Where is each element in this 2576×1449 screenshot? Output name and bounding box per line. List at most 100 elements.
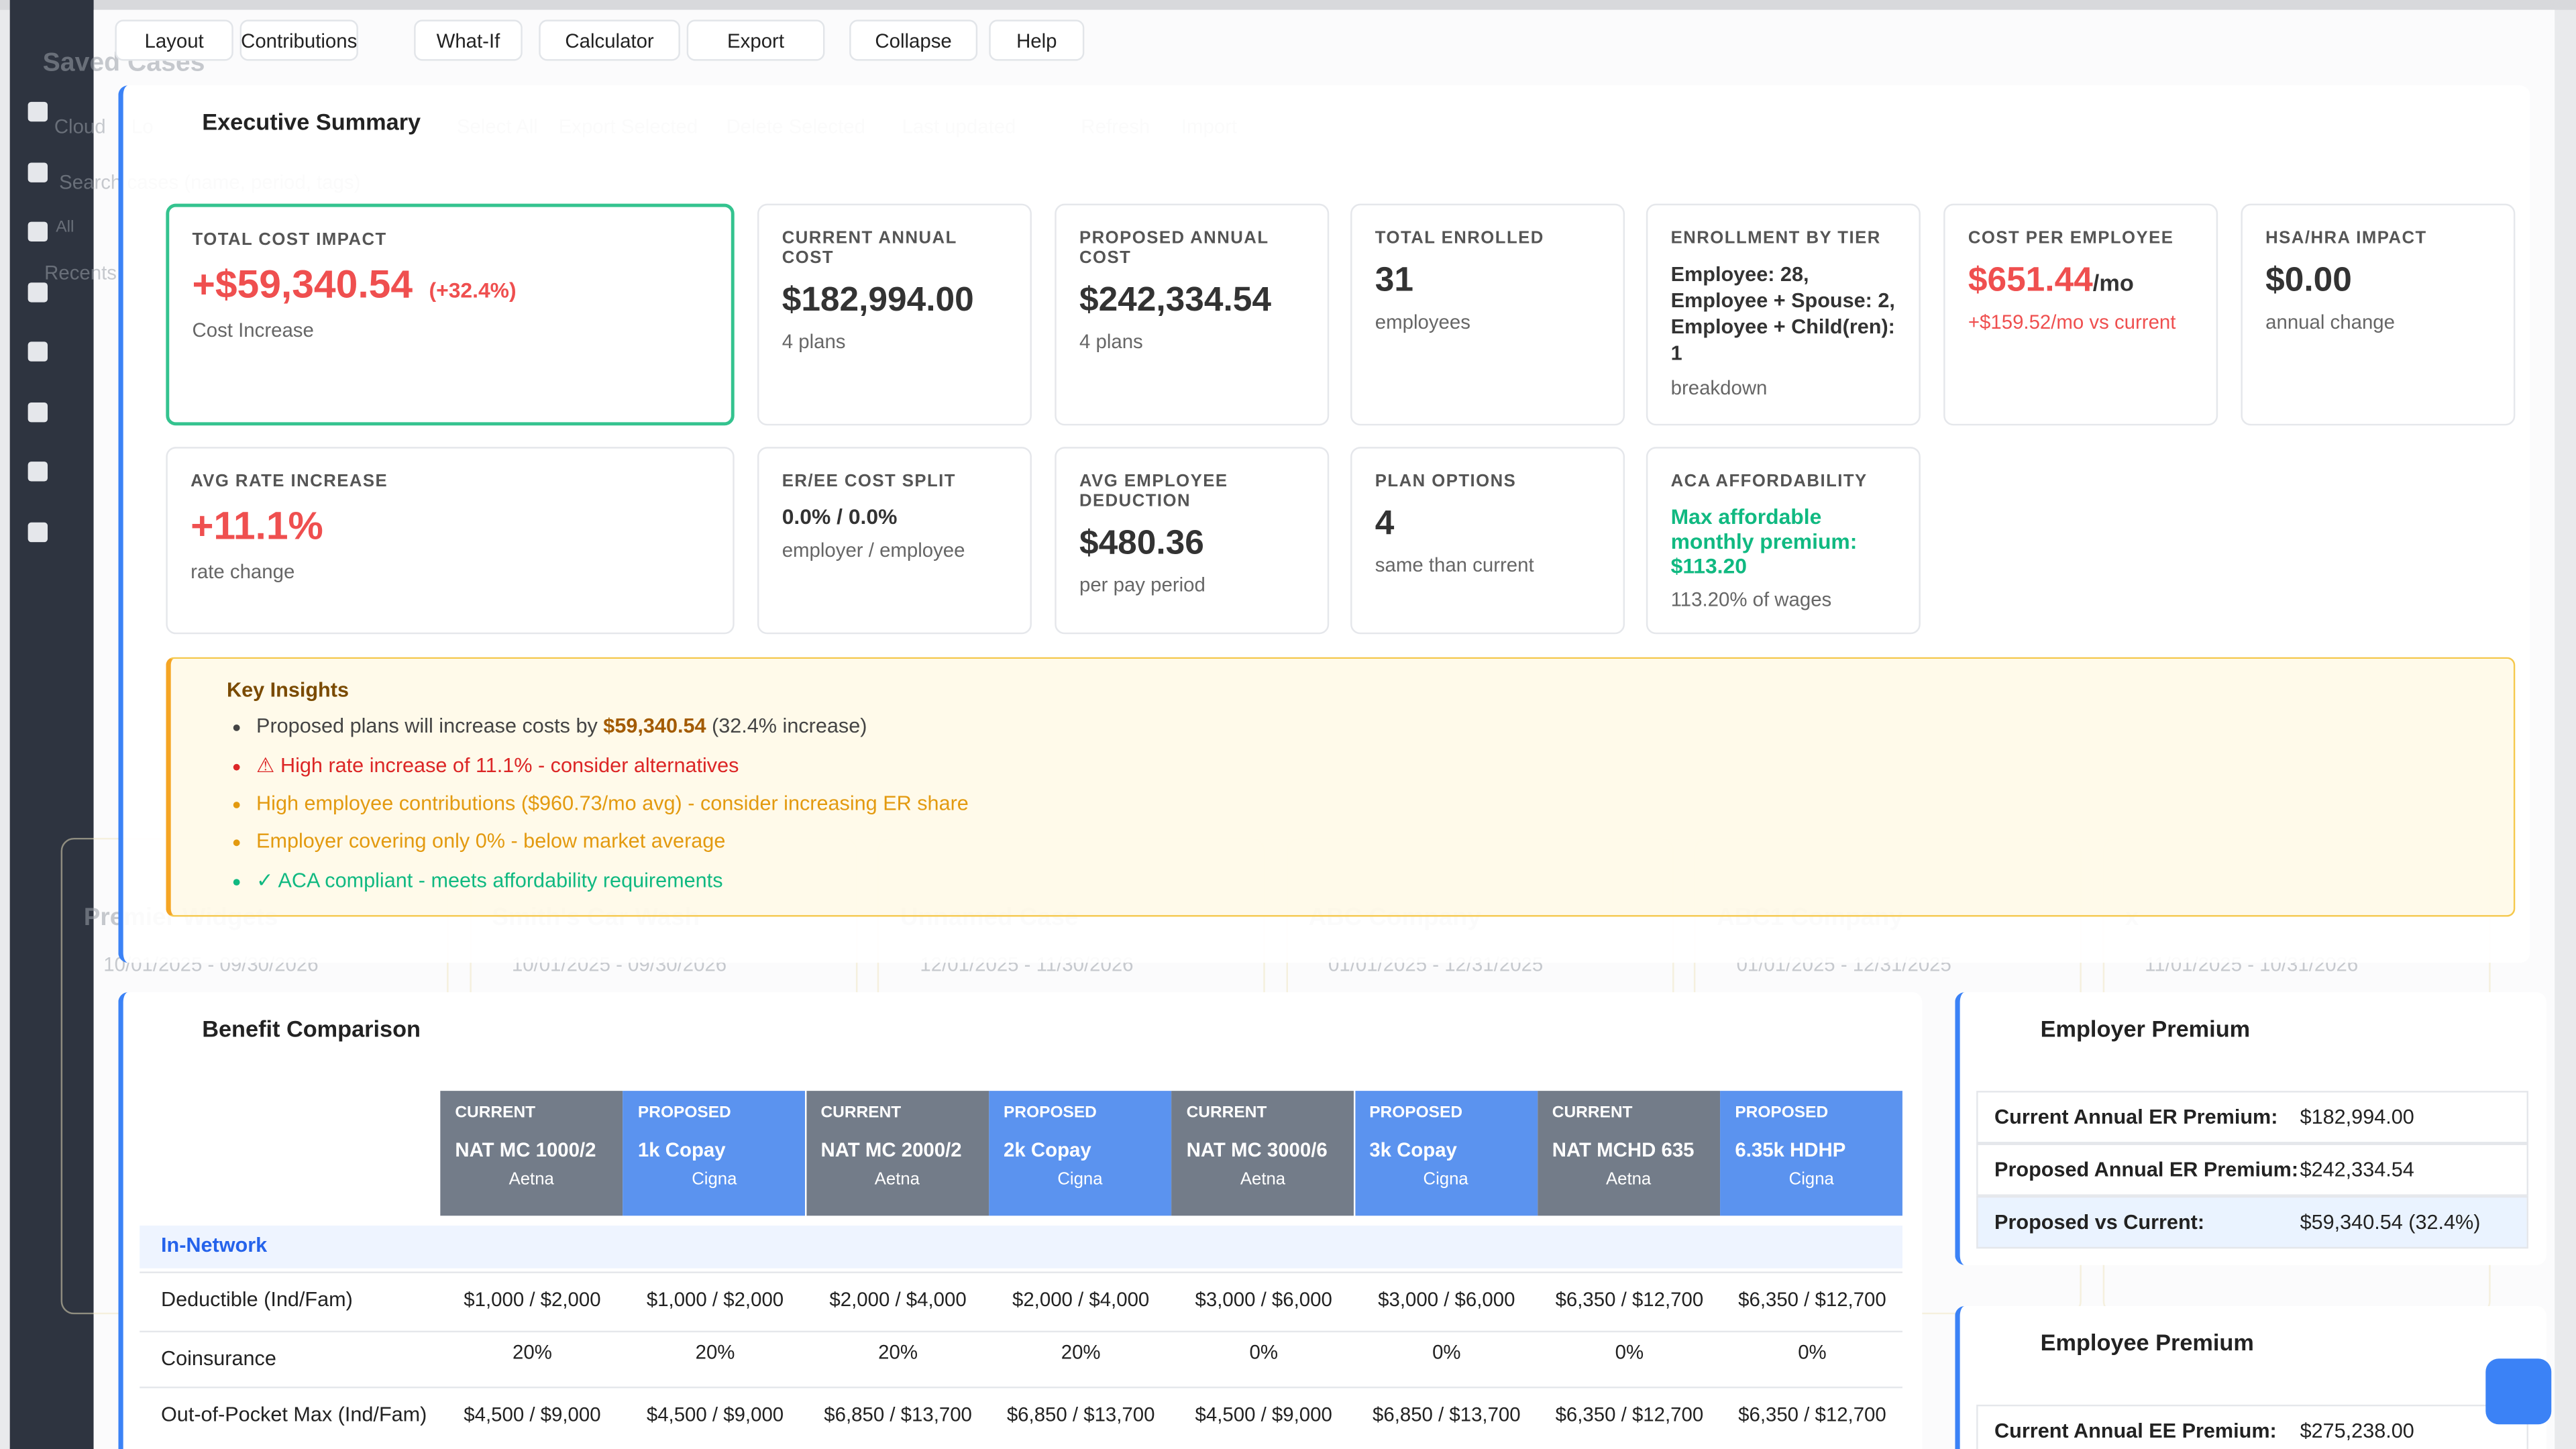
toolbar-button[interactable]: Help — [989, 19, 1085, 61]
metric-card: CURRENT ANNUAL COST $182,994.00 4 plans — [757, 203, 1032, 426]
executive-summary: Executive Summary TOTAL COST IMPACT +$59,3… — [118, 85, 2530, 963]
plan-kind: PROPOSED — [1369, 1104, 1463, 1122]
plan-name: 6.35k HDHP — [1735, 1138, 1846, 1162]
plan-header[interactable]: PROPOSED 2k Copay Cigna — [989, 1091, 1171, 1216]
plan-name: 2k Copay — [1004, 1138, 1091, 1162]
metric-card: ER/EE COST SPLIT 0.0% / 0.0% employer / em… — [757, 447, 1032, 635]
metric-label: ACA AFFORDABILITY — [1670, 471, 1868, 492]
plan-header[interactable]: CURRENT NAT MC 3000/6 Aetna — [1171, 1091, 1354, 1216]
metric-label: TOTAL COST IMPACT — [192, 229, 387, 250]
sidebar-icon[interactable] — [28, 162, 48, 182]
premium-row: Current Annual EE Premium: $275,238.00 — [1976, 1404, 2528, 1449]
plan-carrier: Cigna — [692, 1169, 737, 1190]
sidebar-icon[interactable] — [28, 341, 48, 362]
toolbar-button[interactable]: Collapse — [849, 19, 978, 61]
cell: $3,000 / $6,000 — [1378, 1288, 1515, 1311]
metric-value: 4 — [1375, 504, 1395, 543]
premium-value: $275,238.00 — [2300, 1419, 2414, 1443]
premium-row: Proposed vs Current: $59,340.54 (32.4%) — [1976, 1195, 2528, 1249]
insight: High employee contributions ($960.73/mo … — [256, 792, 2428, 814]
panel-title: Benefit Comparison — [202, 1015, 421, 1042]
metric-sub: 4 plans — [1079, 330, 1143, 354]
plan-header[interactable]: CURRENT NAT MC 2000/2 Aetna — [806, 1091, 989, 1216]
plan-carrier: Aetna — [1606, 1169, 1652, 1190]
metric-label: AVG RATE INCREASE — [191, 471, 388, 492]
metric-card: HSA/HRA IMPACT $0.00 annual change — [2241, 203, 2516, 426]
employee-premium: Employee Premium Current Annual EE Premiu… — [1955, 1305, 2546, 1449]
insight-text: Proposed plans will increase costs by — [256, 714, 604, 738]
sidebar-icon[interactable] — [28, 462, 48, 482]
panel-title: Employee Premium — [2040, 1329, 2254, 1356]
toolbar-button[interactable]: Layout — [115, 19, 233, 61]
premium-row: Current Annual ER Premium: $182,994.00 — [1976, 1091, 2528, 1144]
plan-kind: PROPOSED — [637, 1104, 731, 1122]
plan-carrier: Cigna — [1788, 1169, 1834, 1190]
cell: $3,000 / $6,000 — [1195, 1288, 1332, 1311]
plan-kind: CURRENT — [820, 1104, 902, 1122]
plan-header[interactable]: PROPOSED 3k Copay Cigna — [1354, 1091, 1538, 1216]
metric-card: COST PER EMPLOYEE $651.44/mo +$159.52/mo v… — [1943, 203, 2218, 426]
metric-card: ENROLLMENT BY TIER Employee: 28, Employee… — [1646, 203, 1921, 426]
insight-text: (32.4% increase) — [706, 714, 867, 738]
insights-title: Key Insights — [226, 678, 349, 702]
plan-header[interactable]: CURRENT NAT MCHD 635 Aetna — [1537, 1091, 1720, 1216]
metric-value: $651.44/mo — [1968, 261, 2134, 299]
metric-sub: employees — [1375, 310, 1470, 334]
row-divider — [140, 1271, 1902, 1273]
panel-title: Employer Premium — [2040, 1015, 2251, 1042]
cell: $6,350 / $12,700 — [1555, 1403, 1704, 1426]
plan-name: NAT MC 1000/2 — [455, 1138, 596, 1162]
cell: $4,500 / $9,000 — [464, 1403, 601, 1426]
metric-label: PLAN OPTIONS — [1375, 471, 1517, 492]
sidebar-icon[interactable] — [28, 101, 48, 122]
plan-name: 1k Copay — [637, 1138, 726, 1162]
chat-button[interactable] — [2485, 1358, 2552, 1425]
metric-label: TOTAL ENROLLED — [1375, 228, 1544, 248]
metric-sub: rate change — [191, 560, 295, 584]
premium-value: $182,994.00 — [2300, 1106, 2414, 1129]
metric-sub: per pay period — [1079, 573, 1205, 596]
metric-label: COST PER EMPLOYEE — [1968, 228, 2174, 248]
metric-sub: same than current — [1375, 553, 1534, 577]
metric-value: Employee: 28, Employee + Spouse: 2, Empl… — [1670, 262, 1895, 365]
plan-header[interactable]: PROPOSED 6.35k HDHP Cigna — [1720, 1091, 1903, 1216]
toolbar-button[interactable]: Contributions — [239, 19, 358, 61]
premium-label: Current Annual EE Premium: — [1994, 1419, 2277, 1443]
plan-name: NAT MC 2000/2 — [820, 1138, 962, 1162]
metric-sub: annual change — [2265, 310, 2396, 334]
plan-header[interactable]: PROPOSED 1k Copay Cigna — [623, 1091, 806, 1216]
plan-carrier: Cigna — [1423, 1169, 1468, 1190]
metric-label: PROPOSED ANNUAL COST — [1079, 228, 1269, 268]
plan-kind: PROPOSED — [1004, 1104, 1097, 1122]
metric-sub: 113.20% of wages — [1670, 588, 1832, 612]
plan-name: 3k Copay — [1369, 1138, 1457, 1162]
cell: 0% — [1615, 1340, 1644, 1364]
toolbar-button[interactable]: Calculator — [539, 19, 680, 61]
metric-value: $182,994.00 — [782, 280, 974, 319]
cell: $6,350 / $12,700 — [1738, 1403, 1886, 1426]
metric-card: AVG RATE INCREASE +11.1% rate change — [166, 447, 735, 635]
metric-card: PLAN OPTIONS 4 same than current — [1350, 447, 1625, 635]
plan-header[interactable]: CURRENT NAT MC 1000/2 Aetna — [440, 1091, 623, 1216]
premium-value: $59,340.54 (32.4%) — [2300, 1210, 2481, 1234]
key-insights: Key Insights Proposed plans will increase… — [166, 657, 2516, 917]
metric-sub: Cost Increase — [192, 319, 314, 342]
toolbar-button[interactable]: Export — [686, 19, 825, 61]
metric-card: AVG EMPLOYEE DEDUCTION $480.36 per pay per… — [1055, 447, 1330, 635]
premium-label: Proposed vs Current: — [1994, 1210, 2205, 1234]
metric-sub: employer / employee — [782, 539, 965, 562]
toolbar-button[interactable]: What-If — [414, 19, 523, 61]
sidebar-icon[interactable] — [28, 221, 48, 242]
sidebar-icon[interactable] — [28, 401, 48, 422]
metric-card: TOTAL COST IMPACT +$59,340.54 (+32.4%) Cost… — [166, 203, 735, 426]
tab[interactable]: Cloud — [54, 115, 106, 138]
sidebar-icon[interactable] — [28, 282, 48, 302]
metric-label: AVG EMPLOYEE DEDUCTION — [1079, 471, 1228, 511]
insight: ⚠ High rate increase of 11.1% - consider… — [256, 753, 2428, 777]
filter[interactable]: All — [56, 218, 74, 237]
panel-title: Executive Summary — [202, 108, 421, 135]
sidebar-icon[interactable] — [28, 521, 48, 541]
premium-value: $242,334.54 — [2300, 1158, 2414, 1181]
metric-sub: breakdown — [1670, 376, 1768, 400]
